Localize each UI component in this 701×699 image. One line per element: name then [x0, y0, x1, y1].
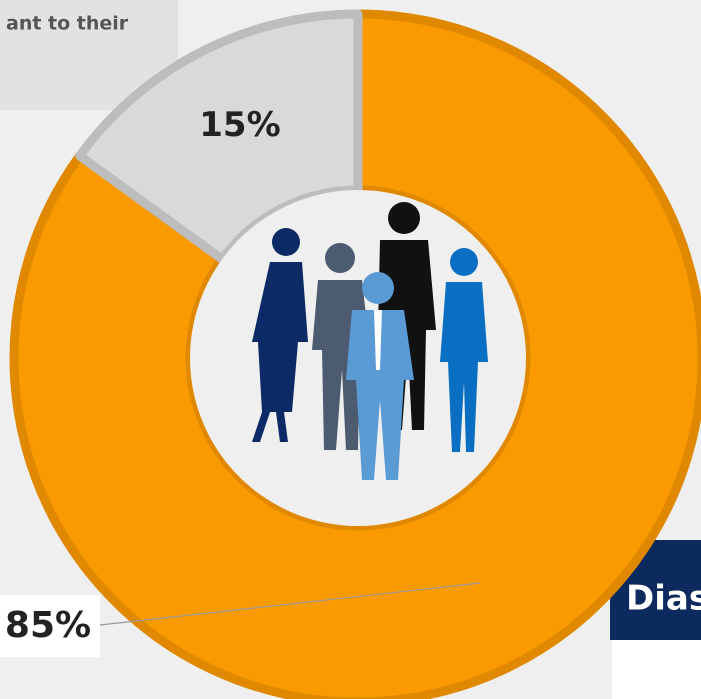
label-box	[0, 595, 100, 657]
value-label: 85%	[5, 605, 91, 646]
panel-text: ant to their	[6, 13, 129, 35]
box-text: Dias	[626, 579, 701, 619]
person	[252, 228, 308, 442]
donut-slice	[75, 9, 363, 264]
value-label: 15%	[199, 105, 280, 145]
leader-line	[99, 582, 481, 626]
person	[440, 248, 488, 452]
white-box	[612, 640, 701, 699]
person	[346, 272, 414, 480]
people-illustration	[252, 202, 488, 480]
